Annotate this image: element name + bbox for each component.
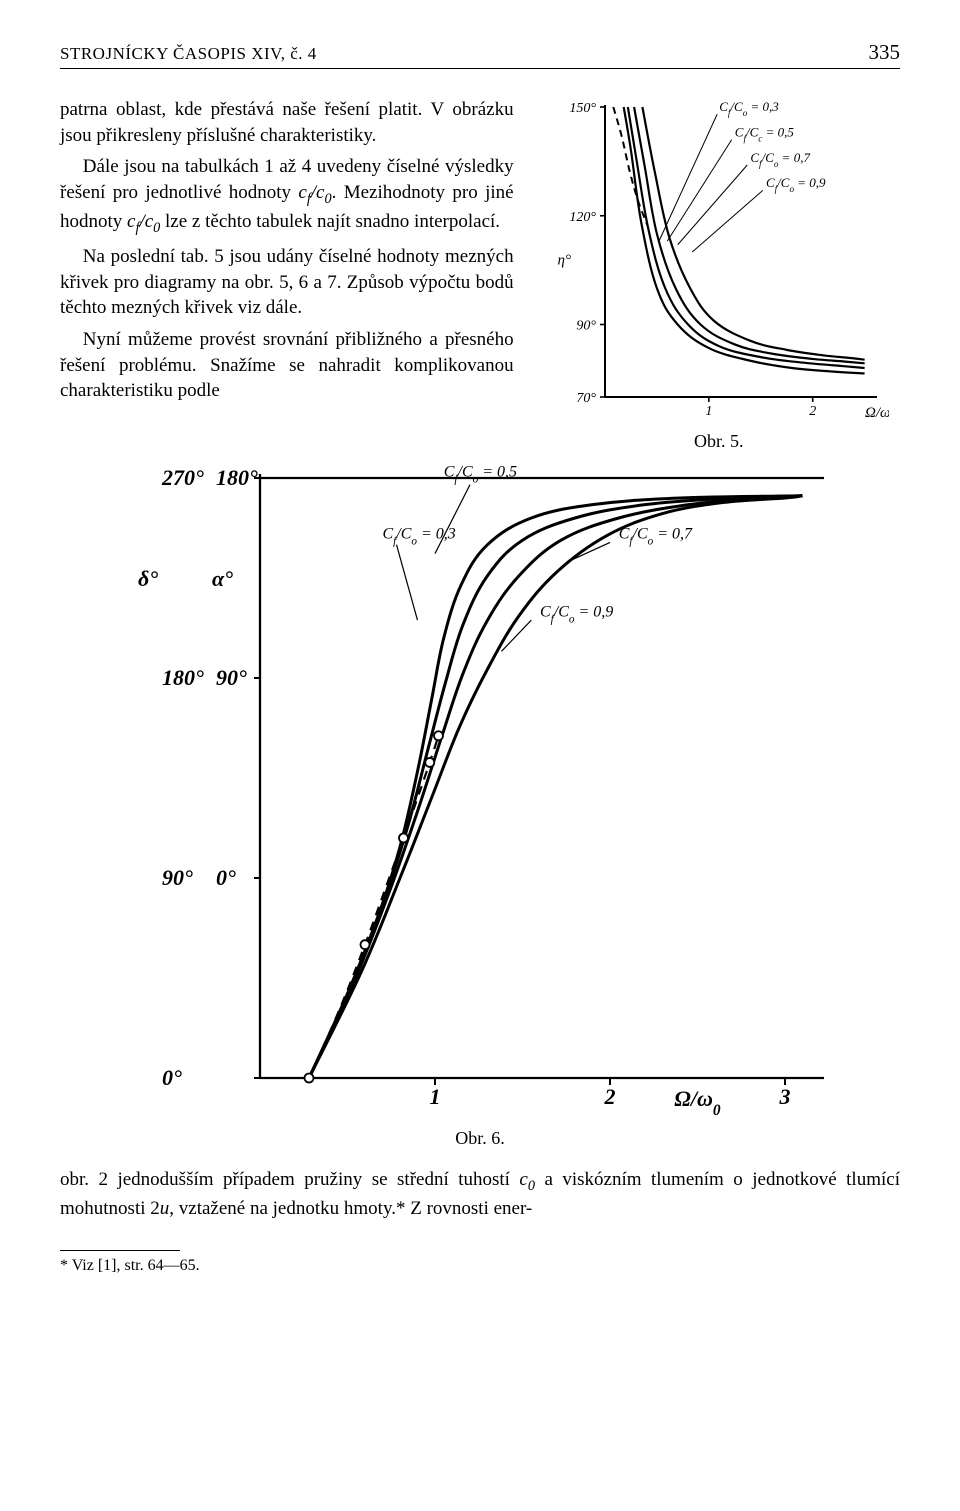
svg-text:0°: 0° xyxy=(216,865,236,890)
svg-text:Cf/Co = 0,7: Cf/Co = 0,7 xyxy=(619,526,693,548)
svg-text:120°: 120° xyxy=(569,210,596,225)
svg-text:α°: α° xyxy=(212,566,233,591)
svg-text:η°: η° xyxy=(557,252,570,268)
figure-6-chart: 0° 90° 180° 270° 0° 90° 180° δ° α° 1 2 3 Ω/ω0 Cf/Co =… xyxy=(120,464,840,1124)
para-3: Na poslední tab. 5 jsou udány číselné ho… xyxy=(60,244,514,321)
svg-text:Cf/Co = 0,3: Cf/Co = 0,3 xyxy=(719,99,779,118)
figure-6-container: 0° 90° 180° 270° 0° 90° 180° δ° α° 1 2 3 Ω/ω0 Cf/Co =… xyxy=(60,464,900,1149)
svg-text:270°: 270° xyxy=(161,465,204,490)
svg-text:150°: 150° xyxy=(569,101,596,116)
svg-text:90°: 90° xyxy=(162,865,193,890)
svg-text:δ°: δ° xyxy=(138,566,158,591)
svg-text:180°: 180° xyxy=(216,465,258,490)
svg-text:90°: 90° xyxy=(576,319,596,334)
svg-text:1: 1 xyxy=(430,1084,441,1109)
svg-text:3: 3 xyxy=(779,1084,791,1109)
para-4: Nyní můžeme provést srovnání přibližného… xyxy=(60,327,514,404)
svg-text:Ω/ω0: Ω/ω0 xyxy=(865,405,889,426)
page-number: 335 xyxy=(869,40,901,65)
figure-5-chart: 70° 90° 120° 150° η° 1 2 Ω/ω0 Cf/Co = 0,3 Cf/Cc =… xyxy=(549,97,889,427)
svg-text:Cf/Co = 0,3: Cf/Co = 0,3 xyxy=(383,526,456,548)
svg-text:0°: 0° xyxy=(162,1065,182,1090)
journal-title: STROJNÍCKY ČASOPIS XIV, č. 4 xyxy=(60,44,317,64)
svg-text:180°: 180° xyxy=(162,665,204,690)
svg-text:Cf/Co = 0,7: Cf/Co = 0,7 xyxy=(750,150,810,169)
body-text-column: patrna oblast, kde přestává naše řešení … xyxy=(60,97,514,452)
figure-5-caption: Obr. 5. xyxy=(694,431,744,452)
footnote: * Viz [1], str. 64—65. xyxy=(60,1257,900,1275)
bottom-paragraph: obr. 2 jednodušším případem pružiny se s… xyxy=(60,1167,900,1222)
svg-text:Cf/Cc = 0,5: Cf/Cc = 0,5 xyxy=(735,124,795,143)
figure-6-caption: Obr. 6. xyxy=(455,1128,505,1149)
figure-5-container: 70° 90° 120° 150° η° 1 2 Ω/ω0 Cf/Co = 0,3 Cf/Cc =… xyxy=(538,97,900,452)
svg-text:Ω/ω0: Ω/ω0 xyxy=(674,1086,720,1119)
svg-text:1: 1 xyxy=(705,404,712,419)
svg-text:Cf/Co = 0,9: Cf/Co = 0,9 xyxy=(766,175,826,194)
svg-text:Cf/Co = 0,9: Cf/Co = 0,9 xyxy=(540,603,613,625)
footnote-rule xyxy=(60,1250,180,1251)
svg-text:70°: 70° xyxy=(576,391,596,406)
running-header: STROJNÍCKY ČASOPIS XIV, č. 4 335 xyxy=(60,40,900,69)
svg-text:90°: 90° xyxy=(216,665,247,690)
svg-text:2: 2 xyxy=(809,404,816,419)
svg-text:2: 2 xyxy=(604,1084,616,1109)
svg-text:Cf/Co = 0,5: Cf/Co = 0,5 xyxy=(444,464,517,485)
para-1: patrna oblast, kde přestává naše řešení … xyxy=(60,97,514,148)
para-2: Dále jsou na tabulkách 1 až 4 uvedeny čí… xyxy=(60,154,514,238)
